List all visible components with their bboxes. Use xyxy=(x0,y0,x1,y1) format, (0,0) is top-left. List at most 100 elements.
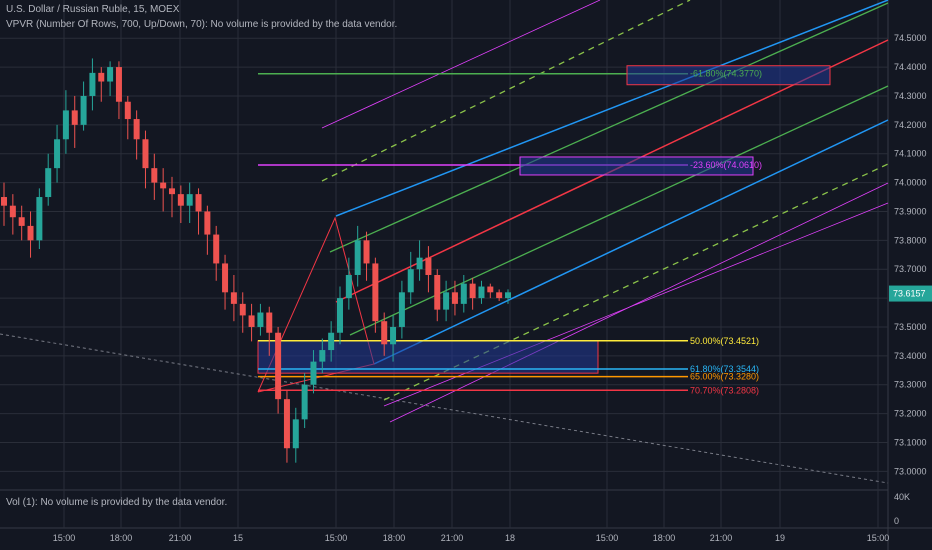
price-tick-label: 73.9000 xyxy=(894,206,927,216)
candle-body xyxy=(213,234,220,264)
candle-body xyxy=(425,257,432,275)
candle-body xyxy=(71,110,78,125)
candle-body xyxy=(460,283,467,304)
candle-body xyxy=(328,332,335,351)
candle-body xyxy=(248,315,255,327)
candle-body xyxy=(54,139,61,169)
candle-body xyxy=(372,263,379,322)
fib-extension-box[interactable] xyxy=(626,65,831,86)
candle-body xyxy=(301,384,308,420)
fib-extension-label: -61.80%(74.3770) xyxy=(690,69,762,79)
candle-body xyxy=(107,67,114,82)
candle-body xyxy=(98,72,105,82)
price-axis[interactable]: 74.5000 74.4000 74.3000 74.2000 74.1000 74.00… xyxy=(889,33,932,476)
time-axis[interactable]: 15:00 18:00 21:00 15 15:00 18:00 21:00 18 15:00 1… xyxy=(53,533,890,543)
candle-body xyxy=(62,110,69,140)
candle-body xyxy=(222,263,229,293)
candle-body xyxy=(80,95,87,125)
candle-body xyxy=(257,312,264,327)
fib-level-label: 70.70%(73.2808) xyxy=(690,385,759,395)
price-tick-label: 74.4000 xyxy=(894,62,927,72)
candle-body xyxy=(160,182,167,189)
candle-body xyxy=(469,283,476,299)
candle-body xyxy=(407,269,414,293)
time-tick-label: 15:00 xyxy=(867,533,890,543)
candle-body xyxy=(177,194,184,206)
price-tick-label: 73.4000 xyxy=(894,351,927,361)
candle-body xyxy=(319,350,326,362)
price-tick-label: 73.7000 xyxy=(894,264,927,274)
volume-legend[interactable]: Vol (1): No volume is provided by the da… xyxy=(6,497,228,508)
candle-body xyxy=(133,119,140,140)
candles xyxy=(1,58,511,463)
volume-tick-label: 0 xyxy=(894,516,899,526)
time-tick-label: 15:00 xyxy=(53,533,76,543)
candle-body xyxy=(89,72,96,96)
candle-body xyxy=(398,292,405,327)
candle-body xyxy=(186,194,193,206)
price-tick-label: 73.8000 xyxy=(894,235,927,245)
price-tick-label: 74.3000 xyxy=(894,91,927,101)
price-tick-label: 74.1000 xyxy=(894,149,927,159)
candle-body xyxy=(195,194,202,212)
candle-body xyxy=(505,292,511,299)
price-tick-label: 73.3000 xyxy=(894,380,927,390)
channel-line[interactable] xyxy=(335,0,889,217)
candle-body xyxy=(275,332,282,400)
trend-line-dashed[interactable] xyxy=(0,333,889,484)
candle-body xyxy=(363,240,370,264)
candle-body xyxy=(239,303,246,316)
price-tick-label: 73.0000 xyxy=(894,466,927,476)
candle-body xyxy=(496,292,503,299)
channel-line[interactable] xyxy=(389,182,889,423)
price-tick-label: 73.5000 xyxy=(894,322,927,332)
price-tick-label: 73.2000 xyxy=(894,409,927,419)
time-tick-label: 18:00 xyxy=(383,533,406,543)
fib-extension-label: -23.60%(74.0610) xyxy=(690,160,762,170)
candle-body xyxy=(354,240,361,275)
candle-body xyxy=(443,292,450,310)
time-tick-label: 18:00 xyxy=(653,533,676,543)
fib-level-label: 50.00%(73.4521) xyxy=(690,336,759,346)
candle-body xyxy=(151,168,158,183)
time-tick-label: 21:00 xyxy=(169,533,192,543)
fib-level-label: 65.00%(73.3280) xyxy=(690,372,759,382)
time-tick-label: 21:00 xyxy=(441,533,464,543)
level-labels: 50.00%(73.4521) 61.80%(73.3544)65.00%(73.… xyxy=(690,69,762,396)
candle-body xyxy=(18,217,25,226)
channel-line[interactable] xyxy=(321,0,691,182)
candle-body xyxy=(345,274,352,299)
candle-body xyxy=(390,326,397,345)
price-tick-label: 74.5000 xyxy=(894,33,927,43)
candle-body xyxy=(36,197,43,241)
price-tick-label: 74.0000 xyxy=(894,178,927,188)
candle-body xyxy=(45,168,52,198)
channel-line[interactable] xyxy=(329,2,889,253)
channel-line[interactable] xyxy=(373,119,889,365)
candle-body xyxy=(230,292,237,304)
last-price-label: 73.6157 xyxy=(893,289,926,299)
candle-body xyxy=(169,188,175,195)
candle-body xyxy=(451,292,458,304)
fib-extension-box[interactable] xyxy=(519,156,754,176)
candle-body xyxy=(115,67,122,102)
volume-tick-label: 40K xyxy=(894,492,910,502)
channel-line[interactable] xyxy=(321,0,601,129)
last-price-badge xyxy=(889,285,932,302)
time-tick-label: 18:00 xyxy=(110,533,133,543)
price-tick-label: 73.1000 xyxy=(894,437,927,447)
time-tick-label: 19 xyxy=(775,533,785,543)
time-tick-label: 15:00 xyxy=(596,533,619,543)
candle-body xyxy=(283,399,290,449)
candle-body xyxy=(292,419,299,449)
volume-axis: 40K 0 xyxy=(894,492,910,526)
time-tick-label: 15 xyxy=(233,533,243,543)
vpvr-legend[interactable]: VPVR (Number Of Rows, 700, Up/Down, 70):… xyxy=(6,19,398,30)
candle-body xyxy=(27,225,34,241)
candle-body xyxy=(124,101,131,120)
candle-body xyxy=(266,312,273,333)
candle-body xyxy=(337,298,343,333)
time-tick-label: 21:00 xyxy=(710,533,733,543)
